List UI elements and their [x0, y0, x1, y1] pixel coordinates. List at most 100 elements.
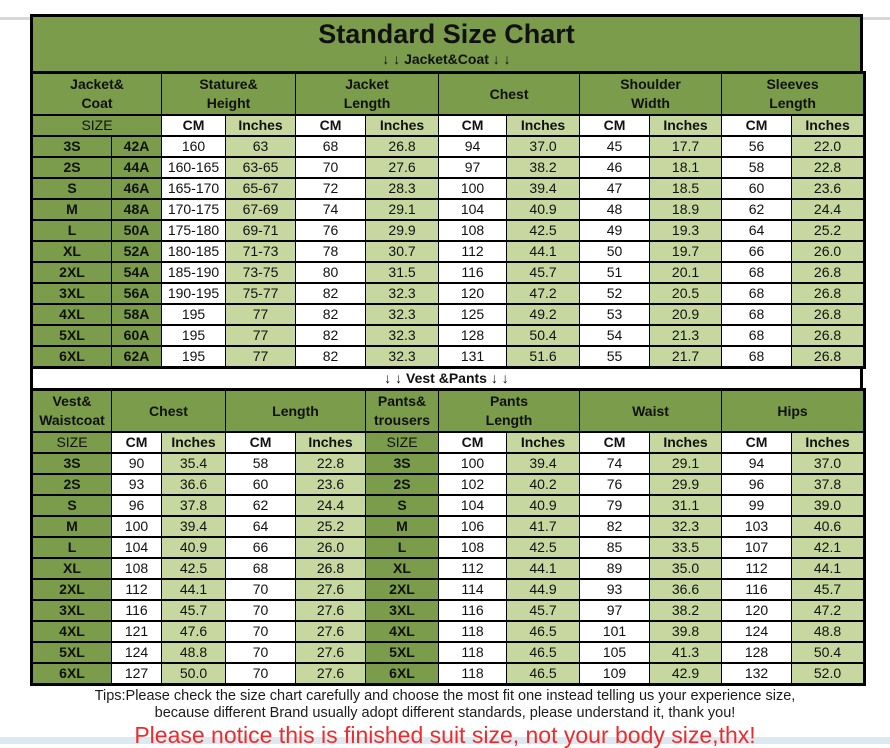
jacket-cell: 120: [438, 282, 508, 305]
jacket-row: M 48A 170-175 67-69 74 29.1 104 40.9 48 18.9 62 24.…: [31, 198, 866, 221]
title-block: Standard Size Chart ↓ ↓ Jacket&Coat ↓ ↓: [30, 14, 863, 71]
jacket-cell: L: [31, 219, 112, 242]
vest-cell: 79: [579, 494, 650, 517]
vest-cell: 36.6: [161, 473, 226, 496]
jacket-cell: 40.9: [506, 198, 581, 221]
vest-cell: 22.8: [295, 452, 366, 475]
vest-cell: 46.5: [506, 641, 580, 664]
vest-cell: M: [31, 515, 112, 538]
jacket-coat-size-table: Jacket& Coat Stature& Height Jacket Length Che…: [30, 71, 867, 369]
tips-line-1: Tips:Please check the size chart careful…: [94, 688, 796, 704]
vest-cell: 44.1: [506, 557, 580, 580]
jacket-cell: 180-185: [161, 240, 227, 263]
jacket-cell: 131: [438, 345, 508, 369]
vest-cell: 27.6: [295, 578, 366, 601]
jacket-row: S 46A 165-170 65-67 72 28.3 100 39.4 47 18.5 60 23.…: [31, 177, 866, 200]
vest-cell: 104: [438, 494, 507, 517]
jacket-cell: 32.3: [365, 282, 440, 305]
vest-row: 2S 93 36.6 60 23.6 2S 102 40.2 76 29.9 96 37.8: [31, 473, 866, 496]
vest-cell: 3S: [31, 452, 112, 475]
jacket-unit-header: Inches: [365, 114, 440, 137]
jacket-cell: 44.1: [506, 240, 581, 263]
vest-column-group-header: Vest& Waistcoat: [31, 388, 112, 433]
jacket-cell: 195: [161, 324, 227, 347]
jacket-unit-header: CM: [438, 114, 508, 137]
vest-cell: 48.8: [791, 620, 866, 643]
vest-column-group-header: Length: [225, 388, 366, 433]
vest-cell: 118: [438, 620, 507, 643]
vest-cell: 45.7: [791, 578, 866, 601]
jacket-cell: 68: [721, 303, 793, 326]
jacket-cell: 38.2: [506, 156, 581, 179]
jacket-row: 2S 44A 160-165 63-65 70 27.6 97 38.2 46 18.1 58 22.…: [31, 156, 866, 179]
vest-cell: 124: [111, 641, 162, 664]
vest-cell: 41.7: [506, 515, 580, 538]
jacket-cell: 25.2: [791, 219, 866, 242]
jacket-cell: 68: [721, 282, 793, 305]
vest-cell: 27.6: [295, 599, 366, 622]
vest-cell: 23.6: [295, 473, 366, 496]
jacket-cell: 26.0: [791, 240, 866, 263]
jacket-row: 4XL 58A 195 77 82 32.3 125 49.2 53 20.9 68 26.8: [31, 303, 866, 326]
jacket-unit-header: Inches: [649, 114, 723, 137]
jacket-cell: 26.8: [791, 282, 866, 305]
jacket-unit-header: Inches: [225, 114, 297, 137]
jacket-cell: 50A: [110, 219, 163, 242]
footer-notes: Tips:Please check the size chart careful…: [0, 688, 890, 748]
jacket-cell: 44A: [110, 156, 163, 179]
jacket-cell: 64: [721, 219, 793, 242]
vest-unit-header: CM: [438, 431, 507, 454]
vest-cell: 121: [111, 620, 162, 643]
jacket-column-group-header: Jacket& Coat: [30, 71, 163, 116]
jacket-cell: 74: [295, 198, 367, 221]
vest-row: XL 108 42.5 68 26.8 XL 112 44.1 89 35.0 112 44.1: [31, 557, 866, 580]
vest-row: 3S 90 35.4 58 22.8 3S 100 39.4 74 29.1 94 37.0: [31, 452, 866, 475]
size-chart-sheet: Standard Size Chart ↓ ↓ Jacket&Coat ↓ ↓ …: [30, 14, 867, 686]
vest-cell: XL: [365, 557, 439, 580]
jacket-cell: 28.3: [365, 177, 440, 200]
vest-cell: 101: [579, 620, 650, 643]
size-chart-title: Standard Size Chart: [318, 19, 575, 49]
jacket-cell: 185-190: [161, 261, 227, 284]
vest-unit-header: Inches: [295, 431, 366, 454]
jacket-unit-header: Inches: [506, 114, 581, 137]
vest-cell: 42.5: [506, 536, 580, 559]
vest-cell: XL: [31, 557, 112, 580]
jacket-cell: 68: [721, 261, 793, 284]
vest-cell: 2XL: [31, 578, 112, 601]
jacket-row: 3XL 56A 190-195 75-77 82 32.3 120 47.2 52 20.5 68 2…: [31, 282, 866, 305]
vest-cell: 6XL: [365, 662, 439, 686]
vest-cell: 40.2: [506, 473, 580, 496]
jacket-cell: 94: [438, 135, 508, 158]
vest-cell: 70: [225, 620, 296, 643]
vest-cell: 2XL: [365, 578, 439, 601]
jacket-cell: 32.3: [365, 324, 440, 347]
jacket-cell: 54A: [110, 261, 163, 284]
jacket-unit-header: SIZE: [30, 114, 163, 137]
vest-cell: 66: [225, 536, 296, 559]
jacket-cell: 67-69: [225, 198, 297, 221]
vest-cell: 42.1: [791, 536, 866, 559]
vest-cell: 114: [438, 578, 507, 601]
jacket-cell: 60A: [110, 324, 163, 347]
jacket-cell: 54: [579, 324, 651, 347]
vest-cell: 41.3: [648, 641, 723, 664]
jacket-column-group-header: Shoulder Width: [579, 71, 723, 116]
jacket-cell: 82: [295, 324, 367, 347]
vest-cell: 85: [579, 536, 650, 559]
vest-unit-header: SIZE: [365, 431, 439, 454]
jacket-cell: 29.9: [365, 219, 440, 242]
jacket-column-group-header: Chest: [438, 71, 581, 116]
jacket-row: XL 52A 180-185 71-73 78 30.7 112 44.1 50 19.7 66 26…: [31, 240, 866, 263]
jacket-cell: 52A: [110, 240, 163, 263]
jacket-cell: 72: [295, 177, 367, 200]
vest-cell: 70: [225, 662, 296, 686]
jacket-row: 6XL 62A 195 77 82 32.3 131 51.6 55 21.7 68 26.8: [31, 345, 866, 369]
jacket-cell: 26.8: [365, 135, 440, 158]
vest-cell: 116: [438, 599, 507, 622]
jacket-cell: 195: [161, 345, 227, 369]
jacket-cell: 68: [295, 135, 367, 158]
vest-cell: 124: [721, 620, 793, 643]
jacket-cell: 195: [161, 303, 227, 326]
vest-cell: 118: [438, 662, 507, 686]
